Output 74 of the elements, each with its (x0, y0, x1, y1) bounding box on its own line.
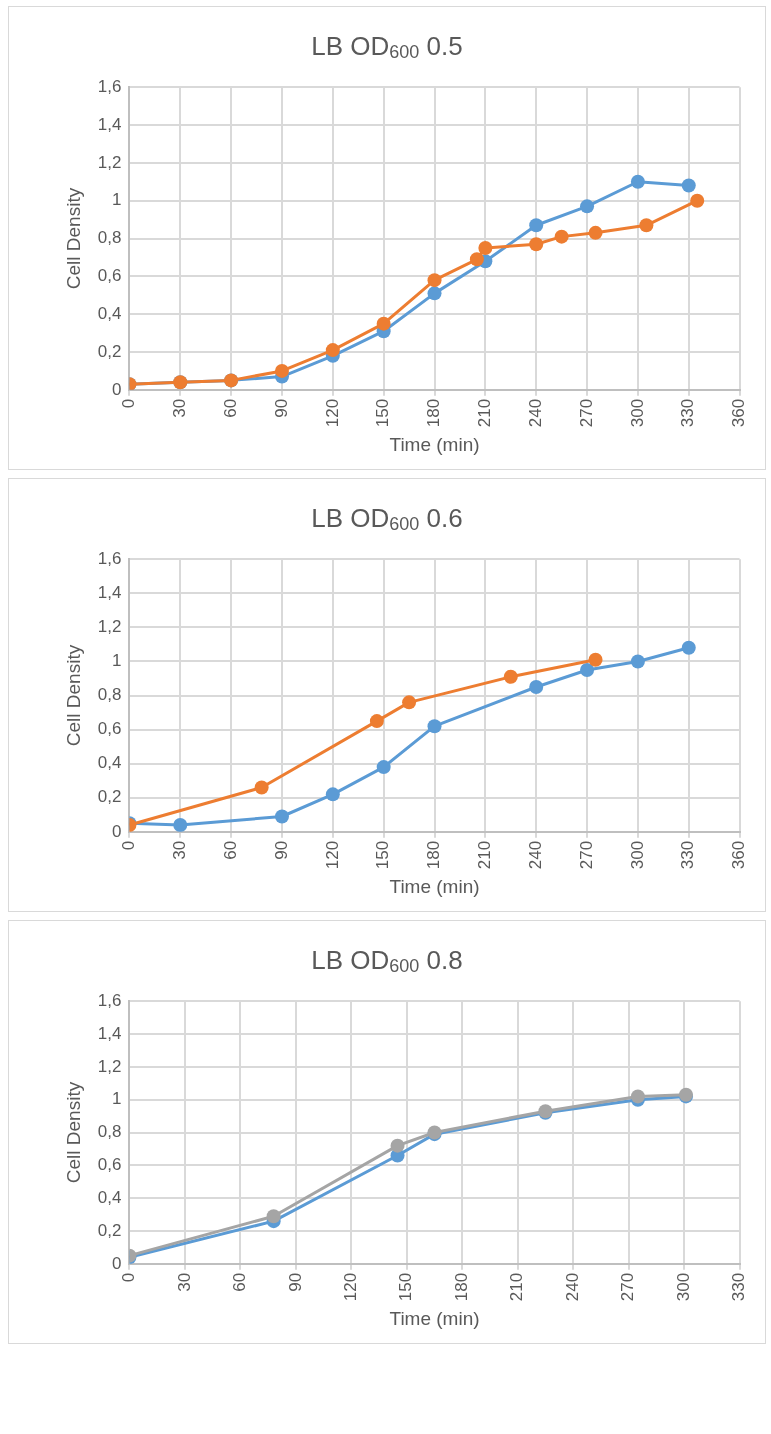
y-tick-label: 1,2 (97, 617, 122, 637)
chart-title: LB OD$_{600}$ 0.5 (310, 30, 464, 64)
y-tick-label: 0,4 (97, 753, 122, 773)
x-tick-label: 0 (119, 840, 139, 851)
x-tick-label: 360 (729, 840, 749, 870)
x-tick-label: 240 (525, 840, 545, 870)
x-tick-label: 60 (220, 840, 240, 860)
x-axis-title: Time (min) (389, 875, 480, 897)
y-tick-label: 0,6 (97, 266, 122, 286)
x-tick-label: 150 (373, 840, 393, 870)
x-axis-title: Time (min) (389, 1307, 480, 1329)
x-tick-label: 30 (174, 1272, 194, 1292)
x-tick-label: 150 (396, 1272, 416, 1302)
y-tick-label: 0,8 (97, 228, 122, 248)
x-tick-label: 300 (627, 840, 647, 870)
chart-title: LB OD$_{600}$ 0.8 (310, 944, 464, 978)
x-tick-label: 300 (627, 398, 647, 428)
y-tick-label: 0,4 (97, 1187, 122, 1207)
x-tick-label: 180 (424, 840, 444, 870)
x-tick-label: 270 (576, 398, 596, 428)
x-tick-label: 120 (322, 398, 342, 428)
chart-title: LB OD$_{600}$ 0.6 (310, 502, 464, 536)
y-tick-label: 0,6 (97, 719, 122, 739)
y-axis-title: Cell Density (62, 1081, 84, 1184)
y-tick-label: 0,2 (97, 341, 122, 361)
y-tick-label: 0 (111, 821, 122, 841)
x-axis-title: Time (min) (389, 433, 480, 455)
y-axis-title: Cell Density (62, 187, 84, 290)
y-tick-label: 1,4 (97, 1023, 122, 1043)
x-tick-label: 180 (451, 1272, 471, 1302)
y-tick-label: 0,8 (97, 685, 122, 705)
x-tick-label: 90 (285, 1272, 305, 1292)
y-tick-label: 0 (111, 379, 122, 399)
y-tick-label: 1,2 (97, 1056, 122, 1076)
y-tick-label: 1,4 (97, 582, 122, 602)
y-tick-label: 1 (111, 1089, 122, 1109)
y-tick-label: 1,6 (97, 76, 122, 96)
x-tick-label: 270 (618, 1272, 638, 1302)
x-tick-label: 330 (678, 398, 698, 428)
x-tick-label: 210 (475, 840, 495, 870)
x-tick-label: 150 (373, 398, 393, 428)
y-tick-label: 0,2 (97, 787, 122, 807)
x-tick-label: 90 (271, 840, 291, 860)
x-tick-label: 210 (475, 398, 495, 428)
y-tick-label: 0 (111, 1253, 122, 1273)
x-tick-label: 90 (271, 398, 291, 418)
y-tick-label: 1,2 (97, 152, 122, 172)
x-tick-label: 210 (507, 1272, 527, 1302)
x-tick-label: 0 (119, 1272, 139, 1283)
y-tick-label: 0,2 (97, 1220, 122, 1240)
y-tick-label: 0,6 (97, 1155, 122, 1175)
y-tick-label: 1,4 (97, 114, 122, 134)
x-tick-label: 330 (678, 840, 698, 870)
x-tick-label: 120 (322, 840, 342, 870)
x-tick-label: 0 (119, 398, 139, 409)
x-tick-label: 240 (562, 1272, 582, 1302)
x-tick-label: 270 (576, 840, 596, 870)
x-tick-label: 240 (525, 398, 545, 428)
y-tick-label: 1 (111, 190, 122, 210)
x-tick-label: 60 (230, 1272, 250, 1292)
y-tick-label: 1 (111, 651, 122, 671)
y-tick-label: 1,6 (97, 548, 122, 568)
x-tick-label: 30 (169, 398, 189, 418)
x-tick-label: 120 (341, 1272, 360, 1302)
x-tick-label: 30 (169, 840, 189, 860)
x-tick-label: 330 (729, 1272, 749, 1302)
y-tick-label: 0,8 (97, 1122, 122, 1142)
x-tick-label: 180 (424, 398, 444, 428)
y-tick-label: 0,4 (97, 303, 122, 323)
x-tick-label: 360 (729, 398, 749, 428)
y-axis-title: Cell Density (62, 644, 84, 747)
y-tick-label: 1,6 (97, 990, 122, 1010)
x-tick-label: 60 (220, 398, 240, 418)
x-tick-label: 300 (673, 1272, 693, 1302)
